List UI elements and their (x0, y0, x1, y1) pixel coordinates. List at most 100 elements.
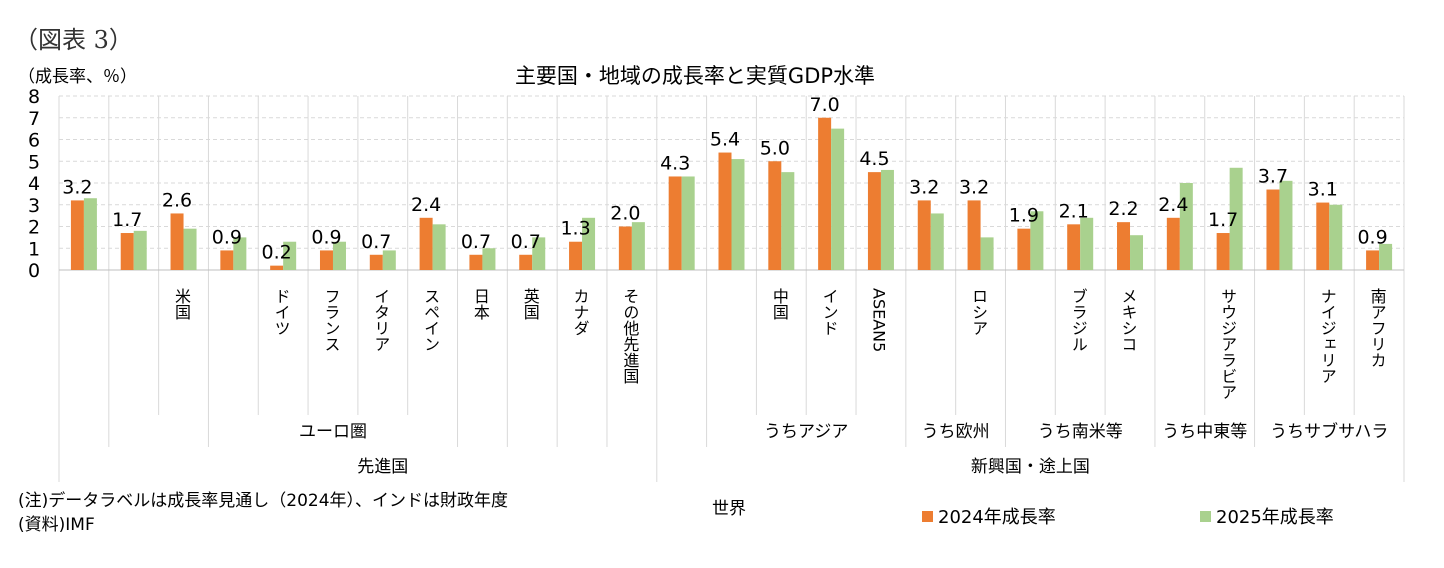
bar-2024 (1067, 224, 1081, 270)
y-tick-label: 8 (28, 86, 40, 108)
bar-2025 (781, 172, 795, 270)
data-label: 2.0 (610, 203, 640, 225)
bar-2024 (1366, 250, 1380, 270)
bar-2024 (319, 250, 333, 270)
bar-2025 (1130, 235, 1144, 270)
data-label: 2.2 (1108, 198, 1138, 220)
source-note: (資料)IMF (18, 515, 95, 535)
data-label: 1.9 (1009, 205, 1039, 227)
category-group-label: ユーロ圏 (299, 422, 367, 442)
data-label: 3.1 (1308, 179, 1338, 201)
bar-2025 (731, 159, 745, 270)
data-label: 7.0 (810, 94, 840, 116)
bar-2025 (930, 213, 944, 270)
bar-2024 (369, 254, 383, 270)
y-tick-label: 3 (28, 195, 40, 217)
data-label: 0.2 (262, 242, 292, 264)
y-tick-label: 5 (28, 151, 40, 173)
bar-2024 (1266, 189, 1280, 270)
category-label: ブラジル (1069, 288, 1088, 352)
data-label: 0.9 (311, 226, 341, 248)
chart-title: 主要国・地域の成長率と実質GDP水準 (514, 64, 876, 88)
category-label: イタリア (371, 288, 390, 352)
bar-2024 (220, 250, 234, 270)
legend-item-2024: 2024年成長率 (922, 503, 1056, 529)
bar-2025 (831, 128, 845, 270)
bar-2025 (1379, 243, 1393, 270)
category-label: 日本 (471, 288, 490, 320)
legend-label-2025: 2025年成長率 (1216, 507, 1334, 528)
data-label: 4.5 (859, 148, 889, 170)
y-tick-label: 0 (28, 260, 40, 282)
y-tick-label: 2 (28, 217, 40, 239)
category-label: 米国 (172, 288, 191, 320)
legend-swatch-2024 (922, 510, 933, 522)
bar-2024 (1216, 233, 1230, 270)
category-label: 英国 (521, 288, 540, 320)
legend-item-2025: 2025年成長率 (1200, 503, 1334, 529)
data-label: 0.7 (511, 231, 541, 253)
bar-2024 (419, 217, 433, 270)
bar-2025 (133, 230, 147, 270)
category-group-label: うち南米等 (1038, 422, 1123, 442)
category-group-label: うち中東等 (1162, 422, 1247, 442)
data-label: 1.7 (112, 209, 142, 231)
category-group-label-world: 世界 (712, 499, 746, 519)
legend-label-2024: 2024年成長率 (938, 507, 1056, 528)
data-label: 2.1 (1059, 200, 1089, 222)
bar-2024 (270, 265, 284, 270)
bar-2025 (1229, 167, 1243, 270)
bar-2025 (482, 248, 496, 270)
category-label: ロシア (969, 288, 988, 336)
category-group-label: うちサブサハラ (1270, 421, 1388, 442)
bar-2024 (618, 226, 632, 270)
bar-2025 (83, 198, 97, 270)
bar-2024 (1316, 202, 1330, 270)
data-label: 3.2 (959, 176, 989, 198)
data-label: 1.3 (560, 218, 590, 240)
category-label: メキシコ (1119, 288, 1138, 352)
data-label: 3.2 (909, 176, 939, 198)
bar-2024 (120, 233, 134, 270)
bar-2025 (1080, 217, 1094, 270)
bar-2025 (631, 222, 645, 270)
bar-2025 (382, 250, 396, 270)
category-label: フランス (321, 288, 340, 352)
bar-2025 (1179, 183, 1193, 270)
bar-2024 (519, 254, 533, 270)
category-label: 中国 (770, 288, 789, 320)
bar-2024 (967, 200, 981, 270)
data-label: 0.7 (361, 231, 391, 253)
category-label: その他先進国 (620, 288, 639, 384)
footnote: (注)データラベルは成長率見通し（2024年）、インドは財政年度 (18, 491, 509, 511)
bar-2024 (768, 161, 782, 270)
bar-2024 (70, 200, 84, 270)
bar-2024 (668, 176, 682, 270)
category-label: カナダ (571, 288, 590, 336)
bar-2025 (532, 237, 546, 270)
category-label: 南アフリカ (1368, 288, 1387, 368)
bar-2024 (917, 200, 931, 270)
category-label: スペイン (421, 288, 440, 352)
y-tick-label: 7 (28, 108, 40, 130)
data-label: 2.6 (162, 189, 192, 211)
data-label: 0.9 (1357, 226, 1387, 248)
bar-2024 (818, 117, 832, 270)
bar-2025 (681, 176, 695, 270)
bar-2024 (1117, 222, 1131, 270)
bar-2024 (718, 152, 732, 270)
data-label: 3.2 (62, 176, 92, 198)
category-label: サウジアラビア (1218, 288, 1237, 400)
data-label: 2.4 (1158, 194, 1188, 216)
y-tick-label: 6 (28, 130, 40, 152)
figure-label: （図表 3） (14, 26, 133, 54)
bar-2025 (1279, 180, 1293, 270)
data-label: 4.3 (660, 152, 690, 174)
category-group-label: うち欧州 (922, 422, 990, 442)
bar-2024 (867, 172, 881, 270)
bar-2025 (582, 217, 596, 270)
category-group-label: うちアジア (764, 422, 848, 442)
bar-2024 (1166, 217, 1180, 270)
category-label: ドイツ (272, 288, 291, 336)
